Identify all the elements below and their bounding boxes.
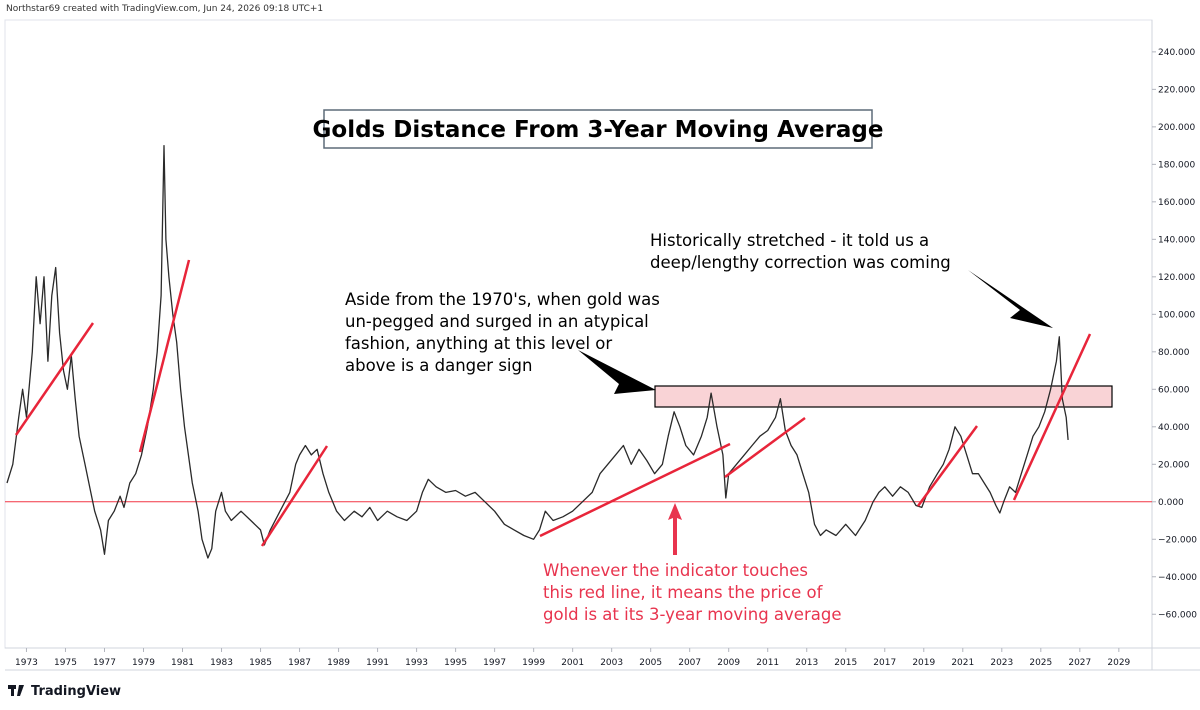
trend-line (1012, 333, 1092, 501)
annotation: fashion, anything at this level or (345, 334, 612, 353)
x-tick-label: 2023 (990, 658, 1013, 668)
logo-shape (17, 685, 24, 696)
y-tick-label: 60.000 (1158, 385, 1190, 395)
annotation: Whenever the indicator touches (543, 561, 808, 580)
y-tick-label: 0.000 (1158, 498, 1184, 508)
x-tick-label: 1983 (210, 658, 233, 668)
x-tick-label: 1979 (132, 658, 155, 668)
x-tick-label: 1999 (522, 658, 545, 668)
x-tick-label: 2001 (561, 658, 584, 668)
trend-line (138, 259, 191, 453)
y-tick-label: 100.000 (1158, 310, 1195, 320)
series-line (6, 144, 1069, 559)
x-tick-label: 1981 (171, 658, 194, 668)
x-tick-label: 1989 (327, 658, 350, 668)
arrow (578, 350, 656, 394)
annotation: deep/lengthy correction was coming (650, 253, 951, 272)
trend-line (260, 445, 329, 547)
x-tick-label: 2015 (834, 658, 857, 668)
annotation: Aside from the 1970's, when gold was (345, 290, 660, 309)
title-box (323, 109, 873, 149)
x-tick-label: 2021 (951, 658, 974, 668)
danger-zone (654, 385, 1113, 408)
y-tick-label: 40.000 (1158, 423, 1190, 433)
x-tick-label: 2029 (1107, 658, 1130, 668)
x-tick-label: 2019 (912, 658, 935, 668)
trend-line (14, 322, 95, 436)
y-tick-label: 140.000 (1158, 235, 1195, 245)
annotation: above is a danger sign (345, 356, 532, 375)
x-tick-label: 1973 (15, 658, 38, 668)
annotation: this red line, it means the price of (543, 583, 824, 602)
y-tick-label: 240.000 (1158, 48, 1195, 58)
arrow (668, 503, 682, 555)
x-tick-label: 1995 (444, 658, 467, 668)
x-tick-label: 1993 (405, 658, 428, 668)
annotation: Historically stretched - it told us a (650, 231, 929, 250)
y-tick-label: 200.000 (1158, 123, 1195, 133)
x-tick-label: 2025 (1029, 658, 1052, 668)
x-tick-label: 2005 (639, 658, 662, 668)
x-tick-label: 1975 (54, 658, 77, 668)
x-tick-label: 2003 (600, 658, 623, 668)
x-tick-label: 2007 (678, 658, 701, 668)
y-tick-label: −60.000 (1158, 610, 1197, 620)
logo-shape (11, 685, 14, 696)
x-tick-label: 2013 (795, 658, 818, 668)
y-tick-label: −40.000 (1158, 573, 1197, 583)
x-tick-label: 1987 (288, 658, 311, 668)
y-tick-label: 180.000 (1158, 160, 1195, 170)
x-tick-label: 2017 (873, 658, 896, 668)
x-tick-label: 1977 (93, 658, 116, 668)
brand: TradingView (31, 684, 121, 699)
x-tick-label: 1997 (483, 658, 506, 668)
annotation: gold is at its 3-year moving average (543, 605, 841, 624)
trend-line (916, 425, 979, 507)
y-tick-label: 20.000 (1158, 460, 1190, 470)
y-tick-label: 80.000 (1158, 348, 1190, 358)
trend-lines (14, 259, 1092, 547)
x-tick-label: 1991 (366, 658, 389, 668)
x-tick-label: 1985 (249, 658, 272, 668)
brand-logo: TradingView (8, 684, 121, 699)
y-tick-label: 220.000 (1158, 85, 1195, 95)
chart-title: Golds Distance From 3-Year Moving Averag… (313, 117, 884, 143)
y-tick-label: −20.000 (1158, 535, 1197, 545)
y-tick-label: 120.000 (1158, 273, 1195, 283)
trend-line (539, 442, 731, 538)
arrow (968, 270, 1053, 328)
header: Northstar69 created with TradingView.com… (6, 4, 323, 14)
series-layer (6, 144, 1069, 559)
x-tick-label: 2027 (1068, 658, 1091, 668)
x-tick-label: 2011 (756, 658, 779, 668)
zone-layer (5, 385, 1152, 503)
y-tick-label: 160.000 (1158, 198, 1195, 208)
x-tick-label: 2009 (717, 658, 740, 668)
trend-line (724, 416, 806, 479)
annotation: un-pegged and surged in an atypical (345, 312, 649, 331)
